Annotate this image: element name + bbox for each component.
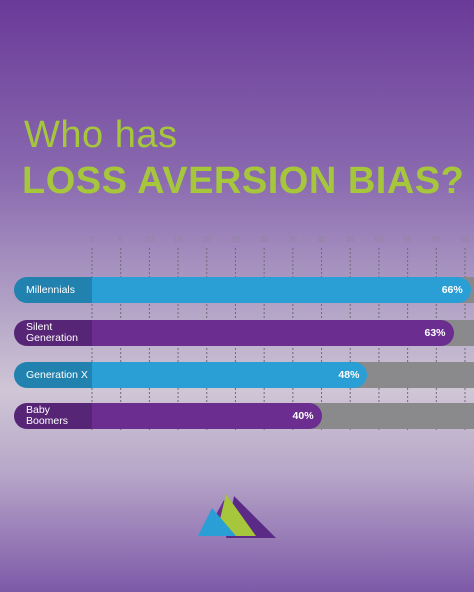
category-label: Baby Boomers: [26, 404, 69, 427]
x-tick-label: 5: [118, 235, 123, 244]
category-label: Silent Generation: [26, 321, 78, 344]
x-tick-label: 25: [231, 235, 240, 244]
category-label: Generation X: [26, 368, 88, 381]
x-tick-label: 20: [202, 235, 212, 244]
x-tick-label: 35: [288, 235, 298, 244]
category-pill: Millennials: [14, 277, 92, 303]
bar: [14, 320, 454, 346]
bar: [14, 403, 322, 429]
category-pill: Baby Boomers: [14, 403, 92, 429]
x-tick-label: 0: [89, 235, 95, 244]
x-tick-label: 60: [431, 235, 441, 244]
x-tick-label: 50: [374, 235, 384, 244]
bar: [14, 277, 471, 303]
category-label: Millennials: [26, 283, 76, 296]
x-tick-label: 55: [403, 235, 413, 244]
subtitle: LOSS AVERSION BIAS?: [22, 160, 465, 202]
value-label: 63%: [424, 327, 446, 339]
category-pill: Silent Generation: [14, 320, 92, 346]
bar: [14, 362, 368, 388]
x-tick-label: 65: [460, 235, 470, 244]
value-label: 40%: [292, 410, 314, 422]
x-tick-label: 15: [173, 235, 183, 244]
category-pill: Generation X: [14, 362, 92, 388]
logo: [198, 494, 276, 538]
value-label: 48%: [338, 369, 360, 381]
title: Who has: [24, 114, 178, 156]
x-tick-label: 40: [317, 235, 326, 244]
value-label: 66%: [441, 284, 463, 296]
x-tick-label: 10: [144, 235, 154, 244]
x-tick-label: 45: [345, 235, 355, 244]
x-tick-label: 30: [259, 235, 269, 244]
